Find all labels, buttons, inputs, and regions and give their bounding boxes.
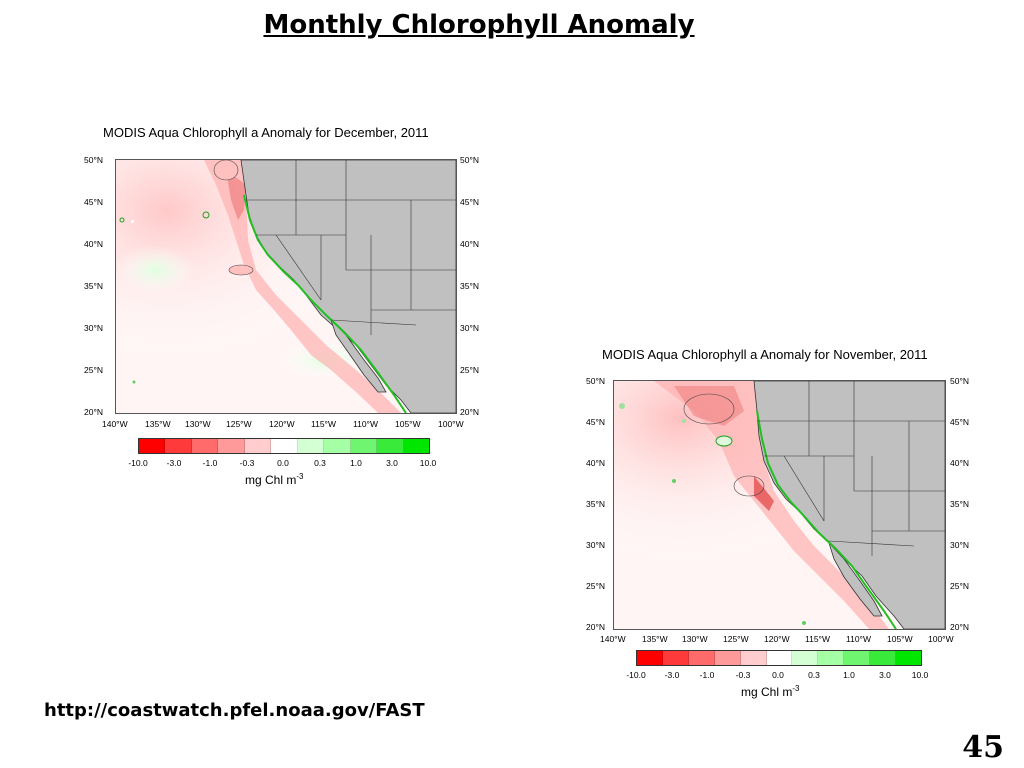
lon-label: 130°W [185, 419, 211, 429]
colorbar-segment [714, 651, 741, 665]
colorbar [636, 650, 922, 666]
lat-label: 40°N [460, 239, 479, 249]
lon-label: 100°W [438, 419, 464, 429]
lat-label: 25°N [950, 581, 969, 591]
lon-label: 125°W [226, 419, 252, 429]
colorbar-segment [191, 439, 219, 453]
colorbar-label: 1.0 [843, 670, 855, 680]
colorbar-segment [844, 651, 871, 665]
colorbar-label: -0.3 [735, 670, 751, 680]
lat-label: 50°N [586, 376, 605, 386]
colorbar-segment [662, 651, 689, 665]
colorbar-label: -1.0 [202, 458, 218, 468]
colorbar-segment [350, 439, 378, 453]
colorbar-segment [403, 439, 429, 453]
lat-label: 35°N [84, 281, 103, 291]
anomaly-map [613, 380, 946, 630]
colorbar-label: 1.0 [350, 458, 362, 468]
lon-label: 110°W [353, 419, 378, 429]
lon-label: 115°W [805, 634, 830, 644]
colorbar-segment [688, 651, 715, 665]
anomaly-map [115, 159, 457, 414]
colorbar-segment [218, 439, 245, 453]
lon-label: 110°W [846, 634, 871, 644]
colorbar-label: -0.3 [239, 458, 255, 468]
lat-label: 20°N [460, 407, 479, 417]
lon-label: 115°W [311, 419, 336, 429]
page-number: 45 [962, 730, 1004, 765]
colorbar-label: 0.3 [808, 670, 820, 680]
colorbar-segment [896, 651, 921, 665]
colorbar-segment [818, 651, 845, 665]
lat-label: 50°N [950, 376, 969, 386]
lat-label: 45°N [460, 197, 479, 207]
lon-label: 125°W [723, 634, 749, 644]
lat-label: 20°N [84, 407, 103, 417]
colorbar-segment [244, 439, 272, 453]
lon-label: 105°W [887, 634, 913, 644]
lat-label: 45°N [950, 417, 969, 427]
colorbar-unit: mg Chl m-3 [245, 472, 304, 487]
colorbar-label: -3.0 [664, 670, 680, 680]
lat-label: 50°N [460, 155, 479, 165]
lat-label: 25°N [586, 581, 605, 591]
colorbar-label: -3.0 [166, 458, 182, 468]
lon-label: 130°W [682, 634, 708, 644]
colorbar-label: -1.0 [699, 670, 715, 680]
lat-label: 25°N [84, 365, 103, 375]
colorbar-segment [271, 439, 298, 453]
lat-label: 40°N [950, 458, 969, 468]
lat-label: 20°N [950, 622, 969, 632]
source-url[interactable]: http://coastwatch.pfel.noaa.gov/FAST [44, 700, 425, 721]
colorbar-label: 10.0 [419, 458, 437, 468]
colorbar-label: 3.0 [879, 670, 891, 680]
map-panel-november: MODIS Aqua Chlorophyll a Anomaly for Nov… [578, 344, 978, 700]
lat-label: 20°N [586, 622, 605, 632]
lat-label: 35°N [950, 499, 969, 509]
colorbar-segment [139, 439, 166, 453]
colorbar-segment [637, 651, 663, 665]
colorbar-segment [766, 651, 793, 665]
map-title: MODIS Aqua Chlorophyll a Anomaly for Nov… [602, 347, 928, 362]
colorbar-segment [740, 651, 767, 665]
lon-label: 140°W [600, 634, 626, 644]
lon-label: 135°W [145, 419, 171, 429]
colorbar-label: 3.0 [386, 458, 398, 468]
lat-label: 30°N [586, 540, 605, 550]
colorbar-label: 0.0 [772, 670, 784, 680]
colorbar-label: 10.0 [911, 670, 929, 680]
lat-label: 45°N [586, 417, 605, 427]
colorbar-label: 0.0 [277, 458, 289, 468]
colorbar [138, 438, 430, 454]
lon-label: 135°W [642, 634, 668, 644]
colorbar-segment [377, 439, 404, 453]
lat-label: 30°N [460, 323, 479, 333]
colorbar-segment [870, 651, 897, 665]
lon-label: 105°W [395, 419, 421, 429]
lat-label: 35°N [460, 281, 479, 291]
lat-label: 30°N [950, 540, 969, 550]
lon-label: 100°W [928, 634, 954, 644]
lon-label: 140°W [102, 419, 128, 429]
colorbar-label: -10.0 [626, 670, 646, 680]
lat-label: 50°N [84, 155, 103, 165]
lat-label: 40°N [586, 458, 605, 468]
lat-label: 30°N [84, 323, 103, 333]
map-title: MODIS Aqua Chlorophyll a Anomaly for Dec… [103, 125, 429, 140]
lat-label: 45°N [84, 197, 103, 207]
lon-label: 120°W [269, 419, 295, 429]
colorbar-unit: mg Chl m-3 [741, 684, 800, 699]
lat-label: 25°N [460, 365, 479, 375]
colorbar-segment [792, 651, 819, 665]
lon-label: 120°W [764, 634, 790, 644]
colorbar-label: -10.0 [128, 458, 148, 468]
colorbar-segment [297, 439, 325, 453]
colorbar-label: 0.3 [314, 458, 326, 468]
lat-label: 35°N [586, 499, 605, 509]
colorbar-segment [165, 439, 192, 453]
slide-title: Monthly Chlorophyll Anomaly [263, 10, 695, 40]
lat-label: 40°N [84, 239, 103, 249]
colorbar-segment [324, 439, 351, 453]
map-panel-december: MODIS Aqua Chlorophyll a Anomaly for Dec… [80, 122, 480, 487]
